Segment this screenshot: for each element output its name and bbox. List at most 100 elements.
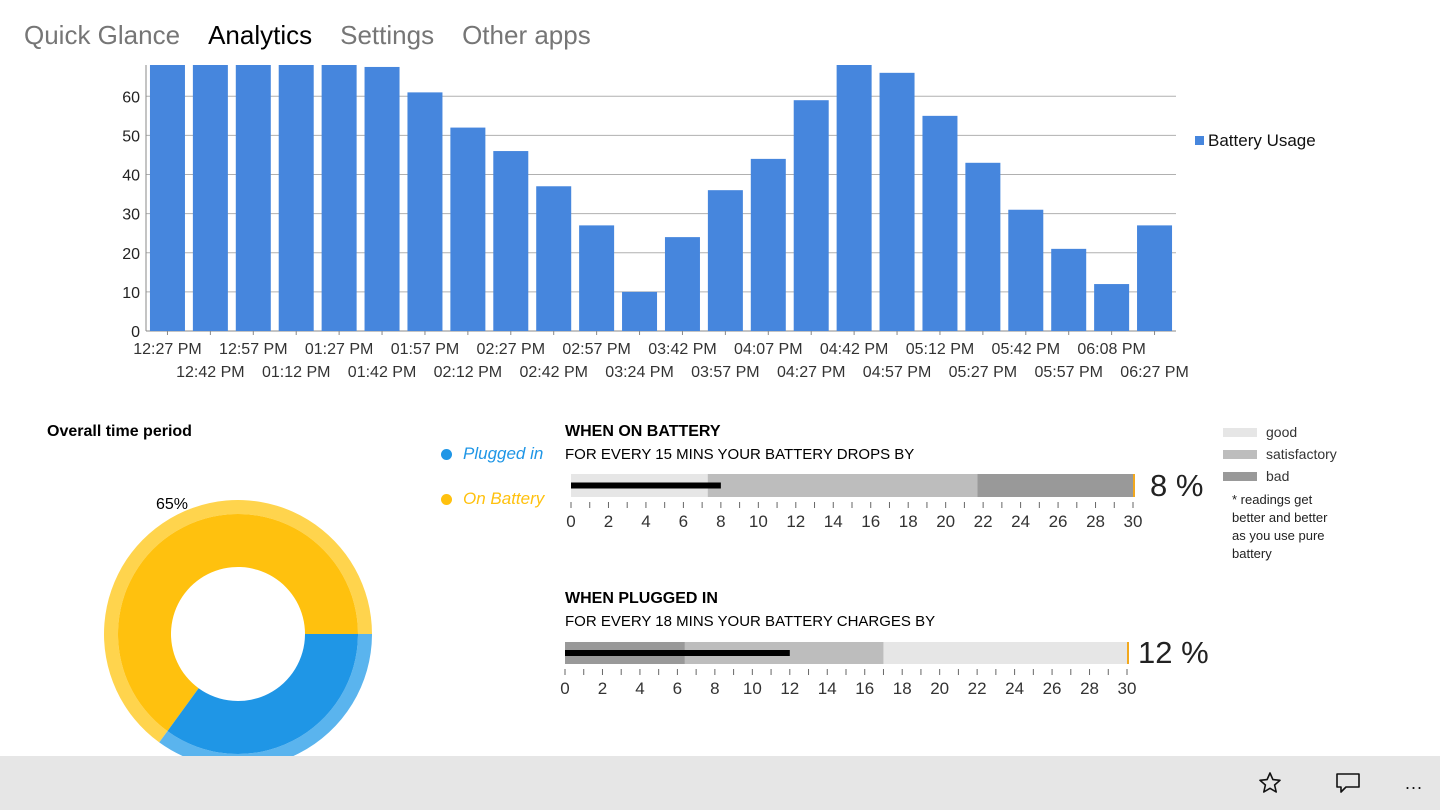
satisfactory-key-label: satisfactory [1266, 446, 1337, 462]
x-tick-label: 05:57 PM [1034, 364, 1102, 381]
plugged-in-dot-icon [441, 449, 452, 460]
tab-settings[interactable]: Settings [340, 20, 435, 50]
gauge-tick-label: 20 [936, 512, 955, 531]
plugged-section-title: WHEN PLUGGED IN [565, 590, 718, 607]
gauge-tick-label: 4 [635, 679, 644, 698]
gauge-tick-label: 22 [968, 679, 987, 698]
gauge-tick-label: 20 [930, 679, 949, 698]
bar [1051, 248, 1087, 331]
tab-quick-glance[interactable]: Quick Glance [24, 20, 181, 50]
top-nav: Quick Glance Analytics Settings Other ap… [24, 20, 591, 60]
bar [192, 65, 228, 331]
x-tick-label: 05:12 PM [906, 341, 974, 358]
gauge-tick-label: 10 [749, 512, 768, 531]
bar [750, 158, 786, 331]
bar [1008, 209, 1044, 331]
x-tick-label: 05:42 PM [992, 341, 1060, 358]
gauge-band-bad [977, 474, 1133, 497]
plugged-in-legend-label: Plugged in [463, 444, 544, 463]
gauge-tick-label: 12 [780, 679, 799, 698]
plugged-in-outer-ring [159, 634, 372, 756]
bar [1094, 284, 1130, 331]
note-line: * readings get [1232, 492, 1313, 507]
gauge-band-good [883, 642, 1127, 664]
bar [1137, 225, 1173, 331]
y-tick-label: 0 [131, 324, 140, 341]
plugged-section-subtitle: FOR EVERY 18 MINS YOUR BATTERY CHARGES B… [565, 613, 936, 630]
bar [836, 65, 872, 331]
x-tick-label: 06:08 PM [1077, 341, 1145, 358]
y-tick-label: 10 [122, 285, 140, 302]
gauge-tick-label: 18 [899, 512, 918, 531]
gauge-tick-label: 28 [1080, 679, 1099, 698]
gauge-tick-label: 2 [598, 679, 607, 698]
good-swatch [1223, 428, 1257, 437]
legend-label: Battery Usage [1208, 131, 1316, 150]
tab-other-apps[interactable]: Other apps [462, 20, 591, 50]
bar [278, 65, 314, 331]
bar [407, 92, 443, 331]
x-tick-label: 04:27 PM [777, 364, 845, 381]
x-tick-label: 01:57 PM [391, 341, 459, 358]
x-tick-label: 04:57 PM [863, 364, 931, 381]
x-tick-label: 01:27 PM [305, 341, 373, 358]
gauge-tick-label: 26 [1043, 679, 1062, 698]
gauge-marker [1133, 474, 1135, 497]
x-tick-label: 06:27 PM [1120, 364, 1188, 381]
x-tick-label: 02:42 PM [519, 364, 587, 381]
bar [450, 127, 486, 332]
gauge-value-bar [571, 482, 721, 489]
gauge-tick-label: 16 [861, 512, 880, 531]
plugged-in-segment [167, 634, 358, 754]
bad-key-label: bad [1266, 468, 1290, 484]
x-tick-label: 05:27 PM [949, 364, 1017, 381]
gauge-value-bar [565, 650, 790, 656]
donut-chart [103, 500, 372, 756]
favorite-button[interactable] [1253, 766, 1287, 800]
good-key-label: good [1266, 424, 1298, 440]
donut-percent-label: 65% [156, 496, 189, 513]
gauge-tick-label: 6 [679, 512, 688, 531]
bar [579, 225, 615, 331]
battery-drop-gauge: 0 2 4 6 8 10 12 14 16 18 20 22 24 26 28 30 [566, 474, 1142, 531]
satisfactory-swatch [1223, 450, 1257, 459]
bar [664, 237, 700, 331]
bar [793, 100, 829, 332]
gauge-tick-label: 0 [560, 679, 569, 698]
gauge-tick-label: 24 [1005, 679, 1024, 698]
gauge-tick-label: 30 [1118, 679, 1137, 698]
tab-analytics[interactable]: Analytics [208, 20, 313, 50]
gauge-marker [1127, 642, 1129, 664]
gauge-tick-label: 0 [566, 512, 575, 531]
battery-section-title: WHEN ON BATTERY [565, 423, 721, 440]
x-tick-label: 01:42 PM [348, 364, 416, 381]
feedback-button[interactable] [1331, 766, 1365, 800]
x-tick-label: 12:27 PM [133, 341, 201, 358]
note-line: better and better [1232, 510, 1328, 525]
y-tick-label: 40 [122, 168, 140, 185]
plugged-charge-percent: 12 % [1138, 635, 1209, 670]
legend-swatch [1195, 136, 1204, 145]
bottom-app-bar: ... [0, 756, 1440, 810]
bar [879, 72, 915, 331]
battery-drop-percent: 8 % [1150, 468, 1204, 503]
more-button[interactable]: ... [1397, 766, 1431, 800]
bad-swatch [1223, 472, 1257, 481]
gauge-tick-label: 8 [710, 679, 719, 698]
comment-icon [1336, 773, 1360, 793]
battery-usage-chart: 0 10 20 30 40 50 60 12:27 PM 12:42 PM 12:57 PM 01:… [122, 65, 1316, 381]
gauge-tick-label: 4 [641, 512, 650, 531]
on-battery-legend-label: On Battery [463, 489, 545, 508]
gauge-tick-label: 10 [743, 679, 762, 698]
bar [536, 186, 572, 331]
bar [321, 65, 357, 331]
note-line: as you use pure [1232, 528, 1325, 543]
donut-title: Overall time period [47, 423, 192, 440]
gauge-tick-label: 14 [818, 679, 837, 698]
note-line: battery [1232, 546, 1272, 561]
bar [965, 162, 1001, 331]
y-tick-label: 30 [122, 207, 140, 224]
x-tick-label: 03:42 PM [648, 341, 716, 358]
bar [622, 291, 658, 331]
x-tick-label: 02:27 PM [477, 341, 545, 358]
